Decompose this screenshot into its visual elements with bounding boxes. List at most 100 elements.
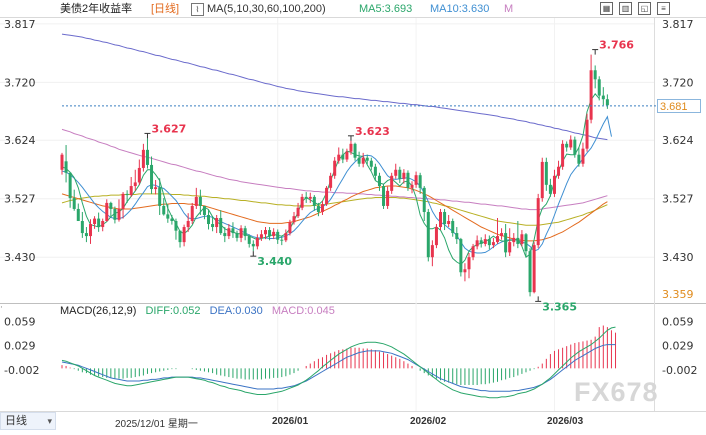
candle-up [475,240,479,247]
candle-down [166,214,170,219]
period-tag[interactable]: [日线] [151,3,180,15]
candle-up [589,70,593,120]
ma-line-ma60 [61,193,608,226]
candle-down [64,161,68,173]
ma10-value: MA10:3.630 [430,3,490,15]
panel-toggle-icon[interactable]: ▥ [619,2,632,15]
macd-y-tick-left: -0.002 [4,364,39,377]
candle-down [178,230,182,243]
period-button[interactable]: 日线 ▾ [0,412,56,430]
candle-down [443,211,447,225]
candle-down [593,70,597,80]
candle-up [320,204,324,212]
candle-up [390,175,394,191]
candle-down [68,172,72,199]
candle-up [414,175,418,185]
candle-down [211,224,215,228]
y-tick-left: 3.720 [4,76,36,89]
candle-up [467,257,471,270]
candle-down [369,160,373,167]
candle-up [154,187,158,190]
candle-down [235,233,239,238]
candle-up [386,190,390,206]
indicator-chart-icon[interactable]: ⌇ [191,3,204,16]
settings-icon[interactable]: ≡ [657,2,670,15]
candle-down [353,143,357,158]
candle-up [552,175,556,194]
candle-up [296,207,300,217]
candle-up [394,169,398,176]
candle-down [312,196,316,206]
candle-down [72,198,76,209]
grid-icon[interactable]: ▦ [600,2,613,15]
candle-up [508,242,512,253]
candle-down [247,236,251,244]
candle-down [605,99,609,106]
candle-up [129,186,133,196]
y-tick-right: 3.720 [662,76,694,89]
candle-up [532,245,536,293]
grid-layer [0,17,706,412]
candle-down [487,239,491,246]
ma-params-label[interactable]: MA(5,10,30,60,100,200) [207,3,326,15]
candle-up [60,154,64,170]
annotation-label: 3.766 [599,39,634,52]
y-tick-right: 3.817 [662,18,694,31]
candle-up [133,182,137,187]
macd-dea-line [61,344,616,392]
candle-down [422,187,426,212]
candle-up [483,239,487,244]
candle-down [504,233,508,253]
ma-more-label[interactable]: M [504,3,514,15]
macd-y-tick-right: 0.029 [662,339,694,352]
candle-up [402,172,406,179]
candle-down [251,243,255,247]
ma-line-ma10 [61,115,612,254]
candle-down [426,211,430,258]
y-min-label: 3.359 [662,288,694,301]
candle-down [80,221,84,234]
candle-down [243,228,247,237]
candle-down [548,184,552,194]
candle-up [88,224,92,237]
candle-down [162,205,166,215]
restore-icon[interactable]: ◱ [638,2,651,15]
macd-title[interactable]: MACD(26,12,9) [60,305,137,317]
candle-up [434,227,438,246]
candle-down [207,214,211,225]
macd-dea-value: DEA:0.030 [209,305,263,317]
axis-layer: 3.817 3.817 3.720 3.720 3.624 3.624 3.527 3.527… [0,18,697,377]
candle-up [105,202,109,222]
candle-up [117,208,121,220]
macd-y-tick-right: 0.059 [662,316,694,329]
candle-up [430,245,434,258]
candle-up [182,227,186,243]
candle-up [361,157,365,164]
candle-up [264,230,267,235]
candle-down [601,95,605,100]
candle-up [471,246,475,258]
candle-up [93,218,97,225]
macd-y-tick-left: 0.059 [4,316,36,329]
y-tick-left: 3.527 [4,193,36,206]
macd-hist-value: MACD:0.045 [271,305,335,317]
macd-diff-line [61,326,616,399]
candle-up [255,237,259,247]
candle-up [500,233,504,237]
macd-y-tick-right: -0.002 [662,364,697,377]
instrument-title: 美债2年收益率 [60,3,133,15]
x-label-mar: 2026/03 [547,416,584,427]
candle-up [410,184,414,188]
x-label-jan: 2026/01 [272,416,309,427]
candle-down [219,217,223,234]
x-label-feb: 2026/02 [410,416,447,427]
candle-down [174,221,178,231]
candle-down [565,143,569,148]
macd-layer [61,325,617,399]
candle-up [345,151,349,160]
candle-down [365,157,369,161]
y-tick-left: 3.430 [4,251,36,264]
candle-up [272,231,276,237]
